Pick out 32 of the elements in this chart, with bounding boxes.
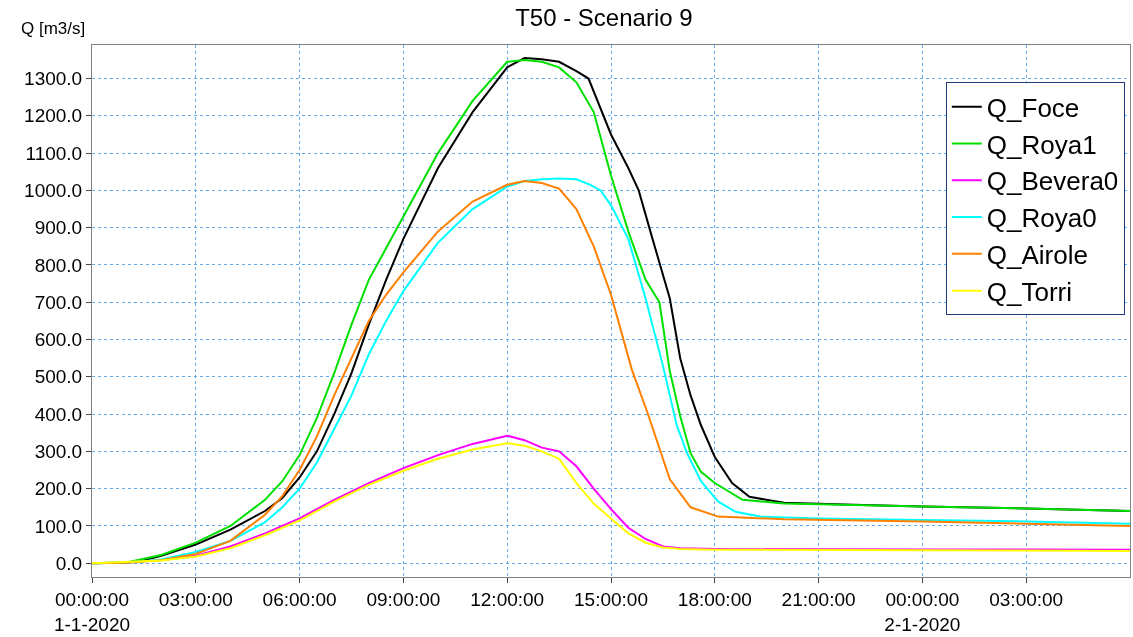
legend-label: Q_Bevera0 (986, 166, 1119, 197)
legend-label: Q_Roya1 (986, 129, 1097, 160)
y-axis-title: Q [m3/s] (21, 19, 86, 38)
x-tick-label: 15:00:00 (574, 588, 648, 610)
x-tick-label: 21:00:00 (781, 588, 856, 610)
legend-label: Q_Torri (986, 276, 1073, 307)
x-tick-label: 18:00:00 (677, 588, 752, 610)
y-tick-label: 0.0 (55, 552, 83, 574)
y-tick-label: 1200.0 (24, 105, 83, 127)
x-tick-label: 03:00:00 (989, 588, 1064, 610)
y-tick-label: 500.0 (34, 366, 83, 388)
y-tick-label: 300.0 (34, 441, 83, 463)
y-tick-label: 200.0 (34, 478, 83, 500)
legend-label: Q_Roya0 (986, 203, 1097, 234)
y-tick-label: 1300.0 (24, 68, 83, 90)
legend-label: Q_Foce (986, 92, 1080, 123)
x-tick-label: 06:00:00 (262, 588, 337, 610)
x-tick-label: 00:00:00 1-1-2020 (53, 588, 131, 635)
x-tick-label: 12:00:00 (470, 588, 545, 610)
x-tick-label: 00:00:00 2-1-2020 (884, 588, 961, 635)
y-tick-label: 700.0 (34, 291, 83, 313)
y-tick-label: 800.0 (34, 254, 83, 276)
y-tick-label: 100.0 (34, 515, 83, 537)
y-tick-label: 900.0 (34, 217, 83, 239)
x-tick-label: 09:00:00 (366, 588, 441, 610)
y-tick-label: 400.0 (34, 403, 83, 425)
x-tick-label: 03:00:00 (158, 588, 233, 610)
chart-title: T50 - Scenario 9 (515, 4, 693, 32)
y-tick-label: 600.0 (34, 329, 83, 351)
legend-label: Q_Airole (986, 239, 1088, 270)
y-tick-label: 1000.0 (24, 180, 83, 202)
y-tick-label: 1100.0 (25, 142, 83, 164)
